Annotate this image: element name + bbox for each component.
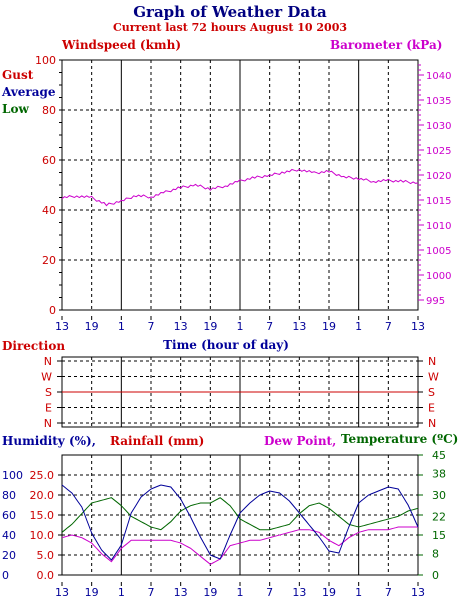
legend-gust: Gust [2, 68, 34, 82]
x-axis-label: Time (hour of day) [163, 338, 289, 352]
x-tick-label: 7 [148, 320, 155, 333]
temperature-tick-label: 15 [432, 529, 446, 542]
humidity-label: Humidity (%), [2, 434, 96, 448]
direction-tick-label-right: E [428, 402, 435, 415]
top-panel-grid [62, 60, 418, 310]
direction-tick-label-right: N [428, 417, 436, 430]
barometer-tick-label: 1040 [426, 71, 451, 82]
windspeed-axis-label: Windspeed (kmh) [61, 38, 181, 52]
x-tick-label: 19 [85, 320, 99, 333]
legend-low: Low [2, 102, 29, 116]
x-tick-label: 7 [266, 586, 273, 599]
humidity-tick-label: 40 [2, 529, 16, 542]
x-tick-label: 13 [411, 320, 425, 333]
barometer-line [61, 168, 419, 207]
x-tick-label: 13 [292, 320, 306, 333]
x-tick-label: 13 [55, 320, 69, 333]
x-tick-label: 7 [148, 586, 155, 599]
x-tick-label: 7 [385, 586, 392, 599]
barometer-tick-label: 1010 [426, 221, 451, 232]
x-tick-label: 7 [266, 320, 273, 333]
x-tick-label: 1 [237, 320, 244, 333]
windspeed-tick-label: 60 [42, 154, 56, 167]
temperature-tick-label: 30 [432, 489, 446, 502]
humidity-line [61, 484, 419, 561]
legend-average: Average [1, 85, 56, 99]
windspeed-tick-label: 20 [42, 254, 56, 267]
barometer-tick-label: 1020 [426, 171, 451, 182]
x-tick-label: 1 [118, 320, 125, 333]
x-tick-label: 13 [292, 586, 306, 599]
dew-point-label: Dew Point, [264, 434, 336, 448]
x-tick-label: 1 [237, 586, 244, 599]
direction-tick-label-left: N [44, 355, 52, 368]
barometer-tick-label: 1030 [426, 121, 451, 132]
x-tick-label: 19 [85, 586, 99, 599]
temperature-label: Temperature (ºC) [341, 432, 458, 446]
humidity-tick-label: 0 [2, 569, 9, 582]
direction-tick-label-right: S [428, 386, 435, 399]
direction-tick-label-left: W [41, 371, 52, 384]
barometer-tick-label: 1000 [426, 271, 451, 282]
direction-label: Direction [2, 339, 65, 353]
direction-tick-label-right: N [428, 355, 436, 368]
humidity-tick-label: 80 [2, 489, 16, 502]
humidity-tick-label: 20 [2, 549, 16, 562]
rainfall-tick-label: 10.0 [30, 529, 55, 542]
direction-tick-label-left: E [45, 402, 52, 415]
barometer-tick-label: 1015 [426, 196, 451, 207]
windspeed-tick-label: 0 [49, 304, 56, 317]
windspeed-tick-label: 100 [35, 54, 56, 67]
barometer-tick-label: 995 [426, 296, 445, 307]
direction-panel-ticks: N NW WS SE EN N [41, 355, 439, 430]
bottom-panel-grid [62, 455, 418, 575]
temperature-line [61, 497, 419, 533]
x-tick-label: 13 [411, 586, 425, 599]
barometer-axis-label: Barometer (kPa) [330, 38, 442, 52]
dew-point-line [61, 526, 418, 565]
rainfall-tick-label: 0.0 [37, 569, 55, 582]
temperature-tick-label: 8 [432, 548, 439, 561]
rainfall-label: Rainfall (mm) [110, 434, 204, 448]
x-tick-label: 1 [118, 586, 125, 599]
temperature-tick-label: 0 [432, 569, 439, 582]
temperature-tick-label: 22 [432, 510, 446, 523]
x-tick-label: 1 [355, 320, 362, 333]
direction-tick-label-right: W [428, 371, 439, 384]
rainfall-tick-label: 20.0 [30, 489, 55, 502]
temperature-tick-label: 38 [432, 468, 446, 481]
x-tick-label: 19 [203, 320, 217, 333]
rainfall-tick-label: 25.0 [30, 469, 55, 482]
x-tick-label: 19 [322, 586, 336, 599]
humidity-tick-label: 100 [2, 469, 23, 482]
barometer-tick-label: 1005 [426, 246, 451, 257]
humidity-tick-label: 60 [2, 509, 16, 522]
temperature-tick-label: 45 [432, 449, 446, 462]
x-tick-label: 19 [203, 586, 217, 599]
x-tick-label: 13 [55, 586, 69, 599]
rainfall-tick-label: 5.0 [37, 549, 55, 562]
direction-tick-label-left: S [45, 386, 52, 399]
barometer-tick-label: 1035 [426, 96, 451, 107]
x-tick-label: 13 [174, 586, 188, 599]
chart-title: Graph of Weather Data [133, 3, 327, 21]
x-tick-labels-bottom: 13 19 1 7 13 19 1 7 13 19 1 7 13 [55, 582, 425, 599]
bottom-panel-ticks: 0 20 40 60 80 100 0.0 5.0 10.0 15.0 20.0 25.0 0 8 15 22… [2, 449, 446, 582]
barometer-tick-label: 1025 [426, 146, 451, 157]
chart-subtitle: Current last 72 hours August 10 2003 [113, 21, 347, 34]
x-tick-labels-top: 13 19 1 7 13 19 1 7 13 19 1 7 13 [55, 316, 425, 333]
rainfall-tick-label: 15.0 [30, 509, 55, 522]
x-tick-label: 7 [385, 320, 392, 333]
x-tick-label: 13 [174, 320, 188, 333]
x-tick-label: 19 [322, 320, 336, 333]
windspeed-tick-label: 80 [42, 104, 56, 117]
windspeed-tick-label: 40 [42, 204, 56, 217]
top-panel-ticks: 0 20 40 60 80 100 995 1000 1005 1010 1015 1020 1025 1… [35, 54, 451, 317]
direction-tick-label-left: N [44, 417, 52, 430]
x-tick-label: 1 [355, 586, 362, 599]
